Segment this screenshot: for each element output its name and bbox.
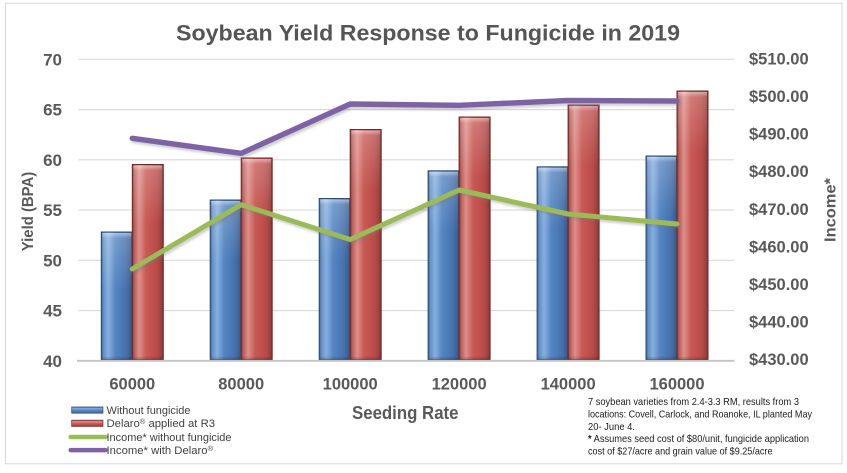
svg-text:cost of $27/acre and grain val: cost of $27/acre and grain value of $9.2…: [588, 446, 773, 458]
svg-text:$440.00: $440.00: [749, 314, 809, 332]
svg-text:$430.00: $430.00: [749, 351, 809, 369]
svg-text:120000: 120000: [432, 376, 487, 394]
svg-text:140000: 140000: [541, 376, 596, 394]
svg-text:80000: 80000: [218, 376, 264, 394]
svg-text:65: 65: [43, 101, 62, 120]
svg-text:Income* without fungicide: Income* without fungicide: [107, 432, 232, 444]
svg-text:60000: 60000: [109, 376, 155, 394]
svg-text:$500.00: $500.00: [749, 88, 809, 106]
svg-text:55: 55: [43, 201, 62, 220]
svg-text:* Assumes seed cost of $80/uni: * Assumes seed cost of $80/unit, fungici…: [588, 433, 809, 445]
svg-text:Income*: Income*: [823, 177, 840, 242]
svg-text:locations: Covell, Carlock, an: locations: Covell, Carlock, and Roanoke,…: [588, 408, 813, 420]
svg-text:Soybean Yield Response to Fung: Soybean Yield Response to Fungicide in 2…: [176, 21, 680, 46]
svg-text:40: 40: [43, 352, 62, 371]
svg-text:20- June 4.: 20- June 4.: [588, 421, 635, 433]
svg-text:60: 60: [43, 151, 62, 170]
svg-text:$480.00: $480.00: [749, 163, 809, 181]
svg-text:Income* with Delaro®: Income* with Delaro®: [107, 444, 214, 457]
svg-text:Seeding Rate: Seeding Rate: [352, 403, 459, 423]
svg-text:Delaro® applied at R3: Delaro® applied at R3: [107, 417, 216, 430]
svg-text:$450.00: $450.00: [749, 276, 809, 294]
svg-text:100000: 100000: [323, 376, 378, 394]
svg-text:7 soybean varieties from 2.4-3: 7 soybean varieties from 2.4-3.3 RM, res…: [588, 396, 799, 408]
svg-text:Yield (BPA): Yield (BPA): [20, 172, 37, 252]
svg-text:50: 50: [43, 251, 62, 270]
svg-text:45: 45: [43, 302, 62, 321]
svg-text:$460.00: $460.00: [749, 238, 809, 256]
svg-text:160000: 160000: [649, 376, 704, 394]
svg-text:$470.00: $470.00: [749, 201, 809, 219]
svg-text:$490.00: $490.00: [749, 126, 809, 144]
svg-text:$510.00: $510.00: [749, 50, 809, 68]
svg-text:70: 70: [43, 50, 62, 69]
svg-text:Without fungicide: Without fungicide: [107, 405, 191, 417]
